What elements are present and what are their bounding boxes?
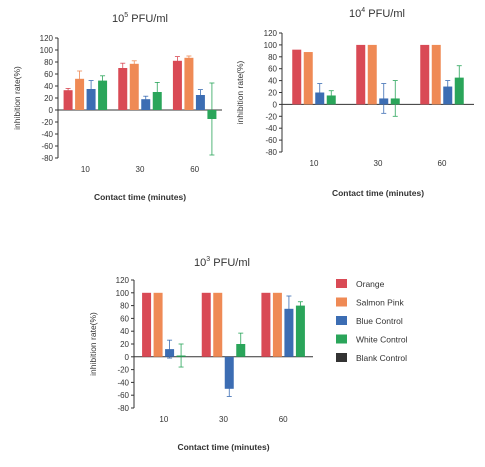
x-tick-label-30: 30: [374, 159, 383, 168]
y-tick-label: -20: [265, 112, 277, 121]
legend-label-salmon-pink: Salmon Pink: [356, 298, 404, 308]
bar-salmon-pink-60: [272, 292, 282, 357]
legend-swatch-salmon-pink: [336, 297, 347, 307]
bar-orange-10: [292, 49, 302, 105]
y-tick-label: -20: [41, 118, 53, 127]
y-tick-label: -40: [41, 130, 53, 139]
y-tick-label: 120: [264, 29, 278, 38]
legend-label-orange: Orange: [356, 279, 385, 289]
y-tick-label: 80: [268, 53, 277, 62]
bar-orange-30: [118, 68, 128, 110]
bar-orange-60: [172, 60, 182, 110]
bar-blue-control-60: [284, 308, 294, 357]
y-tick-label: -60: [117, 391, 129, 400]
y-tick-label: -60: [41, 142, 53, 151]
y-tick-label: 20: [44, 94, 53, 103]
y-tick-label: 0: [125, 353, 130, 362]
y-axis-label: inhibition rate(%): [12, 66, 22, 130]
bar-blue-control-60: [443, 86, 453, 105]
bar-blue-control-10: [86, 89, 96, 110]
legend-swatch-white-control: [336, 334, 347, 344]
y-axis-label: inhibition rate(%): [88, 312, 98, 376]
y-tick-label: 40: [268, 77, 277, 86]
y-tick-label: -80: [41, 154, 53, 163]
y-tick-label: 80: [120, 302, 129, 311]
bar-white-control-60: [454, 77, 464, 105]
y-tick-label: 60: [120, 314, 129, 323]
x-tick-label-60: 60: [279, 415, 288, 424]
bar-salmon-pink-10: [303, 52, 313, 105]
bar-salmon-pink-30: [213, 292, 223, 357]
x-tick-label-10: 10: [310, 159, 319, 168]
y-tick-label: 40: [120, 327, 129, 336]
bar-salmon-pink-60: [184, 57, 194, 110]
y-tick-label: 120: [116, 276, 130, 285]
bar-orange-30: [201, 292, 211, 357]
y-tick-label: -20: [117, 366, 129, 375]
bar-orange-60: [420, 44, 430, 105]
y-tick-label: 100: [116, 289, 130, 298]
y-tick-label: 60: [44, 70, 53, 79]
y-tick-label: 100: [264, 41, 278, 50]
chart-title: 105 PFU/ml: [112, 12, 168, 25]
y-tick-label: -80: [265, 148, 277, 157]
bar-salmon-pink-30: [367, 44, 377, 105]
y-tick-label: 0: [49, 106, 54, 115]
y-tick-label: 20: [268, 89, 277, 98]
chart-panel-3: 103 PFU/ml 120 100 80 60 40 20 0 -20 -40 -60 -80 inh…: [88, 256, 313, 452]
x-axis-title: Contact time (minutes): [177, 442, 269, 452]
chart-panel-2: 104 PFU/ml 120 100 80 60 40 20 0 -20 -40 -60 -80 inh…: [235, 7, 474, 198]
chart-title: 104 PFU/ml: [349, 7, 405, 20]
bar-salmon-pink-10: [75, 78, 85, 110]
bar-orange-10: [63, 90, 73, 110]
legend-label-white-control: White Control: [356, 335, 408, 345]
bar-orange-60: [261, 292, 271, 357]
x-tick-label-30: 30: [136, 165, 145, 174]
bar-white-control-10: [98, 80, 108, 110]
bar-salmon-pink-60: [431, 44, 441, 105]
bar-blue-control-30: [224, 356, 234, 389]
x-tick-label-10: 10: [159, 415, 168, 424]
legend-swatch-orange: [336, 279, 347, 288]
bar-blue-control-60: [195, 95, 205, 110]
bar-salmon-pink-10: [153, 292, 163, 357]
bar-blue-control-30: [141, 99, 151, 110]
legend-label-blue-control: Blue Control: [356, 316, 403, 326]
x-tick-label-30: 30: [219, 415, 228, 424]
y-tick-label: 80: [44, 58, 53, 67]
y-tick-label: -40: [265, 124, 277, 133]
legend: Orange Salmon Pink Blue Control White Contr…: [336, 279, 408, 363]
chart-title: 103 PFU/ml: [194, 256, 250, 269]
bar-orange-10: [142, 292, 152, 357]
x-axis-title: Contact time (minutes): [94, 192, 186, 202]
legend-swatch-blue-control: [336, 316, 347, 325]
chart-panel-1: 105 PFU/ml 120 100 80 60 40 20 0 -20 -40 -60 -80 inh…: [12, 12, 222, 202]
y-tick-label: 20: [120, 340, 129, 349]
bar-white-control-60: [295, 305, 305, 357]
bar-orange-30: [356, 44, 366, 105]
y-tick-label: 40: [44, 82, 53, 91]
x-tick-label-60: 60: [190, 165, 199, 174]
y-tick-label: 120: [40, 34, 54, 43]
legend-swatch-blank-control: [336, 353, 347, 362]
legend-label-blank-control: Blank Control: [356, 353, 407, 363]
y-tick-label: -40: [117, 378, 129, 387]
bar-salmon-pink-30: [129, 63, 139, 110]
x-tick-label-60: 60: [438, 159, 447, 168]
y-tick-label: 0: [273, 100, 278, 109]
y-tick-label: -60: [265, 136, 277, 145]
y-tick-label: -80: [117, 404, 129, 413]
y-tick-label: 100: [40, 46, 54, 55]
x-tick-label-10: 10: [81, 165, 90, 174]
y-axis-label: inhibition rate(%): [235, 60, 245, 124]
y-tick-label: 60: [268, 65, 277, 74]
x-axis-title: Contact time (minutes): [332, 188, 424, 198]
